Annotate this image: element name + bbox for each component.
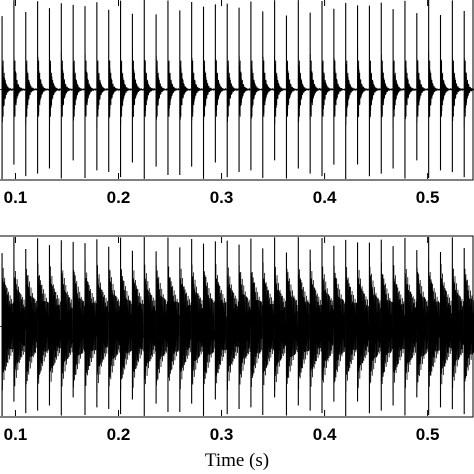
bottom-impulse bbox=[226, 240, 239, 415]
bottom-x-tick-label: 0.5 bbox=[416, 425, 440, 444]
top-impulse bbox=[428, 0, 441, 178]
top-impulse bbox=[439, 15, 453, 171]
bottom-impulse bbox=[345, 239, 358, 416]
top-impulse bbox=[131, 13, 144, 163]
bottom-impulse bbox=[60, 240, 73, 416]
bottom-impulse bbox=[25, 248, 38, 414]
bottom-signal-panel: 0.1 0.2 0.3 0.4 0.5 bbox=[0, 235, 474, 444]
top-impulse bbox=[357, 5, 370, 165]
top-impulse bbox=[463, 10, 474, 178]
top-signal-panel: 0.1 0.2 0.3 0.4 0.5 bbox=[0, 0, 474, 207]
top-x-tick-label: 0.1 bbox=[4, 188, 28, 207]
bottom-x-tick-label: 0.2 bbox=[107, 425, 131, 444]
top-impulse bbox=[179, 10, 192, 175]
bottom-impulse bbox=[202, 243, 216, 416]
bottom-impulse bbox=[214, 241, 228, 400]
bottom-impulse bbox=[333, 245, 346, 402]
top-x-tick-label: 0.5 bbox=[416, 188, 440, 207]
bottom-impulse bbox=[285, 252, 299, 416]
bottom-impulse bbox=[131, 250, 145, 400]
top-x-ticks: 0.1 0.2 0.3 0.4 0.5 bbox=[4, 0, 440, 207]
bottom-impulse bbox=[72, 241, 85, 398]
top-impulse bbox=[380, 2, 393, 174]
top-impulse bbox=[202, 6, 215, 179]
top-impulse bbox=[321, 0, 334, 177]
top-impulse bbox=[226, 3, 239, 178]
top-impulse bbox=[13, 0, 26, 165]
bottom-impulse bbox=[250, 238, 263, 408]
bottom-impulse bbox=[416, 250, 429, 398]
top-impulse bbox=[392, 9, 405, 169]
bottom-impulse bbox=[120, 237, 133, 415]
bottom-impulse bbox=[108, 246, 121, 410]
top-impulse bbox=[25, 11, 38, 177]
top-x-tick-label: 0.2 bbox=[107, 188, 131, 207]
bottom-impulse bbox=[191, 238, 204, 404]
top-signal-trace bbox=[0, 0, 474, 179]
top-impulse bbox=[333, 8, 346, 165]
bottom-impulse bbox=[262, 248, 275, 415]
top-impulse bbox=[108, 9, 121, 173]
top-impulse bbox=[262, 11, 275, 178]
top-impulse bbox=[297, 0, 310, 169]
bottom-impulse bbox=[439, 252, 453, 408]
bottom-impulse bbox=[297, 237, 310, 406]
top-impulse bbox=[155, 14, 168, 167]
bottom-impulse bbox=[167, 237, 180, 412]
top-impulse bbox=[37, 1, 50, 174]
bottom-impulse bbox=[428, 237, 441, 415]
top-impulse bbox=[285, 15, 299, 179]
bottom-impulse bbox=[309, 249, 322, 411]
bottom-impulse bbox=[451, 237, 465, 410]
top-impulse bbox=[274, 0, 287, 161]
bottom-impulse bbox=[179, 247, 192, 412]
top-impulse bbox=[309, 12, 322, 174]
bottom-x-ticks: 0.1 0.2 0.3 0.4 0.5 bbox=[4, 237, 440, 444]
top-x-tick-label: 0.3 bbox=[210, 188, 234, 207]
top-impulse bbox=[416, 13, 429, 161]
top-impulse bbox=[167, 0, 180, 175]
bottom-x-tick-label: 0.4 bbox=[313, 425, 337, 444]
bottom-impulse bbox=[274, 237, 287, 398]
top-impulse bbox=[60, 3, 73, 179]
bottom-impulse bbox=[1, 253, 14, 416]
bottom-impulse bbox=[155, 251, 168, 404]
bottom-impulse bbox=[380, 239, 393, 411]
top-impulse bbox=[84, 6, 97, 178]
top-impulse bbox=[96, 2, 109, 171]
bottom-impulse bbox=[48, 245, 62, 406]
top-impulse bbox=[48, 8, 62, 169]
bottom-signal-trace bbox=[0, 237, 474, 416]
bottom-impulse bbox=[321, 237, 334, 414]
bottom-impulse bbox=[357, 242, 370, 402]
top-x-tick-label: 0.4 bbox=[313, 188, 337, 207]
bottom-x-tick-label: 0.3 bbox=[210, 425, 234, 444]
top-impulse bbox=[191, 1, 204, 167]
bottom-impulse bbox=[37, 238, 50, 411]
top-impulse bbox=[120, 0, 133, 178]
bottom-impulse bbox=[392, 246, 405, 406]
top-impulse bbox=[250, 1, 263, 171]
bottom-impulse bbox=[13, 237, 26, 402]
top-impulse bbox=[451, 0, 464, 173]
top-impulse bbox=[72, 4, 85, 161]
top-impulse bbox=[368, 5, 382, 177]
bottom-impulse bbox=[84, 243, 97, 415]
bottom-impulse bbox=[96, 239, 109, 408]
top-impulse bbox=[214, 4, 227, 163]
bottom-impulse bbox=[368, 242, 382, 414]
top-impulse bbox=[345, 2, 358, 179]
bottom-x-tick-label: 0.1 bbox=[4, 425, 28, 444]
top-impulse bbox=[1, 16, 14, 179]
bottom-impulse bbox=[143, 237, 156, 416]
x-axis-label: Time (s) bbox=[205, 450, 269, 471]
